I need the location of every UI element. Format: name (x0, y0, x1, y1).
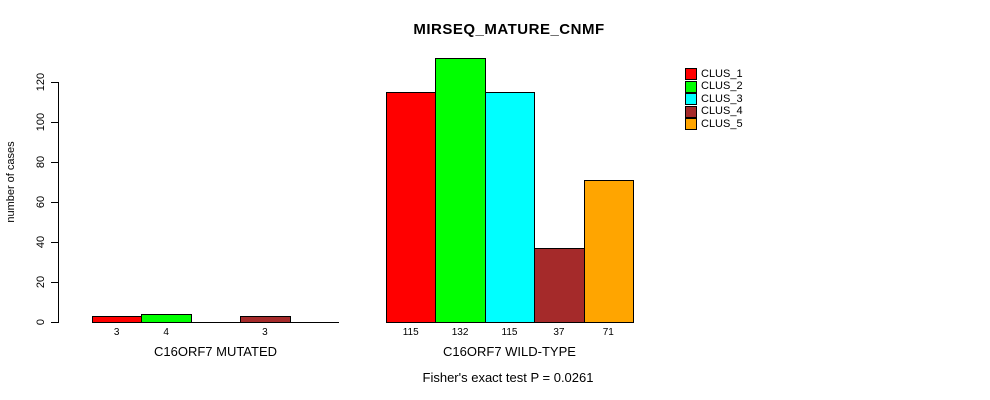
bar-value-label: 3 (113, 327, 120, 338)
y-axis-tick (51, 242, 58, 243)
bar-clus_2 (435, 58, 486, 323)
legend-swatch-clus_3 (685, 93, 697, 105)
legend-label: CLUS_2 (701, 80, 743, 92)
y-tick-label: 20 (35, 275, 47, 289)
bar-value-label: 71 (602, 327, 614, 338)
bar-clus_4 (534, 248, 585, 323)
legend-swatch-clus_2 (685, 80, 697, 93)
bar-clus_1 (386, 92, 437, 323)
chart-title: MIRSEQ_MATURE_CNMF (413, 21, 605, 38)
bar-clus_5 (583, 180, 634, 323)
bar-clus_1 (92, 316, 143, 323)
y-tick-label: 40 (35, 235, 47, 249)
legend-label: CLUS_3 (701, 92, 743, 105)
bar-value-label: 4 (163, 327, 169, 338)
legend-swatch-clus_4 (685, 105, 697, 118)
group-label: C16ORF7 MUTATED (153, 344, 278, 359)
legend-label: CLUS_1 (701, 67, 743, 80)
bar-value-label: 132 (451, 327, 469, 338)
y-axis-tick (51, 162, 58, 163)
y-axis-tick (51, 202, 58, 203)
group-label: C16ORF7 WILD-TYPE (443, 344, 576, 359)
bar-clus_3 (484, 92, 536, 323)
y-tick-label: 60 (35, 195, 47, 209)
y-tick-label: 100 (35, 112, 47, 132)
y-axis-tick (51, 122, 58, 123)
bar-value-label: 115 (501, 327, 518, 338)
bar-value-label: 37 (553, 327, 565, 338)
bar-clus_2 (141, 314, 192, 323)
bar-value-label: 3 (262, 327, 268, 338)
y-axis-label: number of cases (5, 141, 17, 223)
legend-label: CLUS_5 (701, 117, 743, 130)
x-baseline (92, 322, 339, 323)
bar-clus_4 (240, 316, 291, 323)
y-axis-tick (51, 322, 58, 323)
annotation-text: Fisher's exact test P = 0.0261 (422, 370, 594, 385)
y-tick-label: 80 (35, 155, 47, 169)
y-axis-tick (51, 282, 58, 283)
legend-swatch-clus_5 (685, 118, 697, 130)
y-tick-label: 0 (35, 318, 47, 326)
legend-label: CLUS_4 (701, 105, 743, 117)
bar-value-label: 115 (402, 327, 419, 338)
y-axis-tick (51, 82, 58, 83)
y-tick-label: 120 (35, 72, 47, 92)
legend-swatch-clus_1 (685, 68, 697, 80)
y-axis-line (58, 82, 59, 323)
